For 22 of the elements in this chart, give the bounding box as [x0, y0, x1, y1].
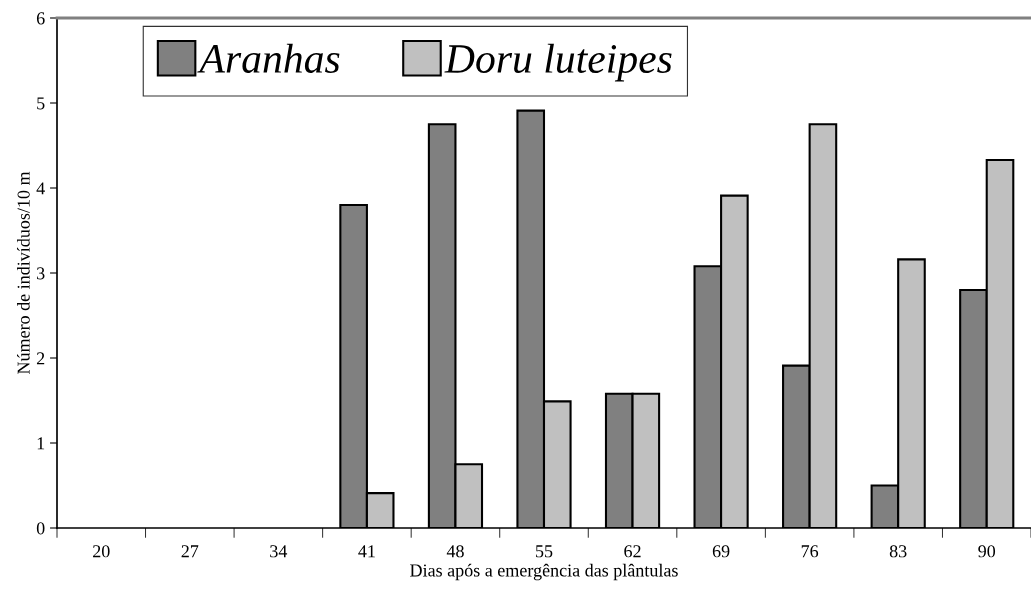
x-tick-label: 83 [889, 545, 907, 558]
x-axis-title: Dias após a emergência das plântulas [410, 563, 678, 581]
y-tick-label: 2 [36, 352, 45, 365]
x-tick-label: 76 [801, 545, 819, 558]
x-tick-label: 20 [93, 545, 110, 558]
y-tick-label: 6 [36, 12, 45, 25]
y-tick-label: 3 [37, 267, 45, 280]
x-tick-label: 41 [358, 545, 375, 558]
y-tick-label: 4 [36, 182, 45, 195]
y-tick-label: 5 [37, 97, 45, 110]
legend-label: Doru luteipes [444, 43, 672, 82]
x-tick-label: 27 [181, 545, 199, 558]
x-tick-label: 90 [978, 545, 996, 558]
legend-label: Aranhas [197, 43, 340, 74]
x-tick-label: 55 [536, 545, 553, 558]
x-tick-label: 48 [446, 545, 464, 558]
y-axis-title: Número de indivíduos/10 m [16, 171, 30, 375]
x-tick-label: 69 [712, 545, 730, 558]
y-tick-label: 0 [36, 522, 45, 535]
x-tick-label: 34 [270, 545, 288, 558]
x-tick-label: 62 [624, 545, 641, 558]
y-tick-label: 1 [37, 437, 45, 450]
